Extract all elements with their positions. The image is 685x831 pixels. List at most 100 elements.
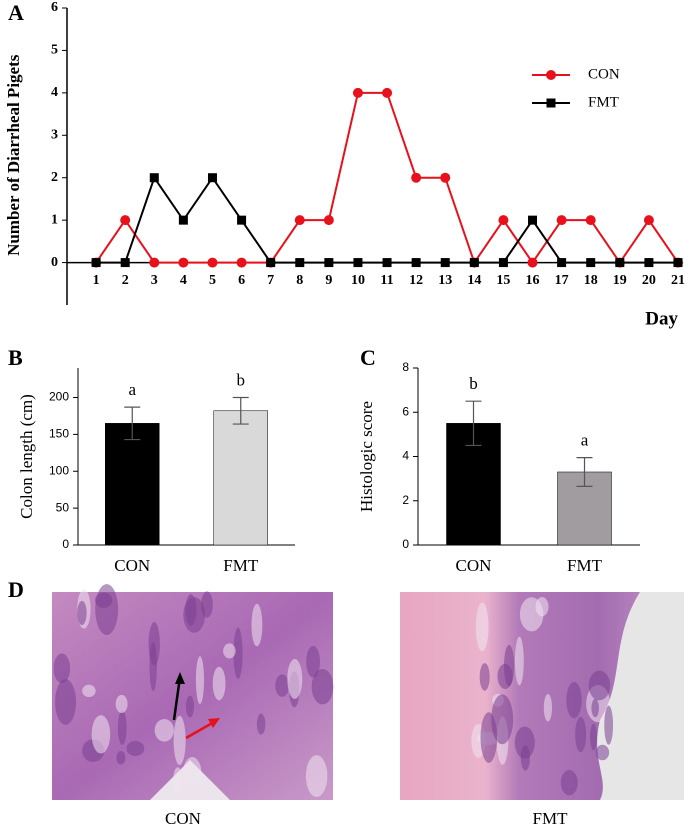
x-tick-label: 6 <box>238 273 245 288</box>
marker <box>120 258 130 268</box>
x-tick-label: CON <box>114 556 150 575</box>
legend-label: CON <box>588 66 620 82</box>
y-tick-label: 0 <box>402 537 409 551</box>
x-tick-label: 11 <box>380 273 393 288</box>
marker <box>266 258 276 268</box>
marker <box>440 172 451 183</box>
tissue-texture <box>479 663 490 691</box>
error-bar <box>465 400 482 447</box>
series-line <box>95 91 679 265</box>
image-caption: CON <box>165 809 201 828</box>
marker <box>556 215 567 226</box>
y-tick-label: 6 <box>402 404 409 418</box>
tissue-texture <box>233 627 243 680</box>
y-tick-label: 8 <box>402 360 409 374</box>
y-tick-label: 2 <box>51 170 58 185</box>
x-tick-label: 4 <box>180 273 187 288</box>
marker <box>498 215 509 226</box>
tissue-texture <box>535 597 549 617</box>
tissue-texture <box>173 715 186 765</box>
tissue-texture <box>514 636 524 686</box>
tissue-texture <box>77 600 87 626</box>
panel-label: A <box>8 0 24 25</box>
marker <box>498 258 508 268</box>
error-bar <box>124 406 141 441</box>
y-axis-label: Colon length (cm) <box>17 394 36 519</box>
y-axis-label: Histologic score <box>357 401 376 512</box>
tissue-texture <box>590 723 598 751</box>
x-tick-label: 16 <box>526 273 540 288</box>
arrowhead <box>175 672 185 684</box>
y-tick-label: 0 <box>62 537 69 551</box>
bar <box>213 410 268 546</box>
y-tick-label: 2 <box>402 493 409 507</box>
tissue-texture <box>148 621 160 666</box>
x-tick-label: 15 <box>496 273 510 288</box>
tissue-texture <box>543 693 553 722</box>
tissue-texture <box>212 666 226 701</box>
tissue-texture <box>195 656 205 705</box>
significance-letter: b <box>469 374 478 393</box>
x-tick-label: 8 <box>296 273 303 288</box>
tissue-texture <box>475 602 489 652</box>
marker <box>557 258 567 268</box>
x-axis-label: Day <box>645 308 678 329</box>
x-tick-label: 10 <box>351 273 365 288</box>
x-tick-label: 7 <box>267 273 274 288</box>
tissue-texture <box>275 674 290 697</box>
tissue-texture <box>480 712 498 763</box>
tissue-texture <box>305 755 328 798</box>
tissue-texture <box>520 744 530 771</box>
y-tick-label: 6 <box>51 0 58 15</box>
image-caption: FMT <box>533 809 569 828</box>
tissue-texture <box>595 744 610 761</box>
error-bar <box>232 396 249 425</box>
marker <box>149 257 160 268</box>
error-bar <box>576 457 593 487</box>
bar <box>105 423 160 546</box>
legend-marker <box>546 70 556 80</box>
marker <box>382 87 393 98</box>
tissue-texture <box>173 767 183 796</box>
x-tick-label: 3 <box>151 273 158 288</box>
tissue-texture <box>591 698 599 718</box>
y-tick-label: 0 <box>51 255 58 270</box>
tissue-texture <box>115 694 128 714</box>
tissue-texture <box>183 757 202 788</box>
x-tick-label: 12 <box>409 273 423 288</box>
marker <box>673 258 683 268</box>
tissue-texture <box>154 718 174 742</box>
tissue-texture <box>575 716 587 753</box>
arrow <box>172 676 182 721</box>
tissue-texture <box>560 770 578 796</box>
x-tick-label: CON <box>456 556 492 575</box>
marker <box>527 257 538 268</box>
tissue-texture <box>91 715 111 754</box>
y-tick-label: 200 <box>49 390 69 404</box>
marker <box>207 257 218 268</box>
x-tick-label: 5 <box>209 273 216 288</box>
marker <box>294 215 305 226</box>
significance-letter: b <box>237 370 246 389</box>
panel-label: C <box>360 345 376 370</box>
tissue-texture <box>117 710 127 745</box>
marker <box>469 258 479 268</box>
y-tick-label: 50 <box>56 500 70 514</box>
marker <box>178 257 189 268</box>
marker <box>237 215 247 225</box>
tissue-texture <box>251 603 263 647</box>
tissue-texture <box>95 584 119 635</box>
marker <box>411 172 422 183</box>
y-tick-label: 4 <box>402 449 409 463</box>
marker <box>528 215 538 225</box>
marker <box>586 258 596 268</box>
marker <box>120 215 131 226</box>
x-tick-label: FMT <box>223 556 259 575</box>
x-tick-label: FMT <box>567 556 603 575</box>
marker <box>207 173 217 183</box>
tissue-texture <box>588 670 611 701</box>
y-tick-label: 5 <box>51 43 58 58</box>
y-tick-label: 3 <box>51 128 58 143</box>
tissue-texture <box>514 726 535 759</box>
